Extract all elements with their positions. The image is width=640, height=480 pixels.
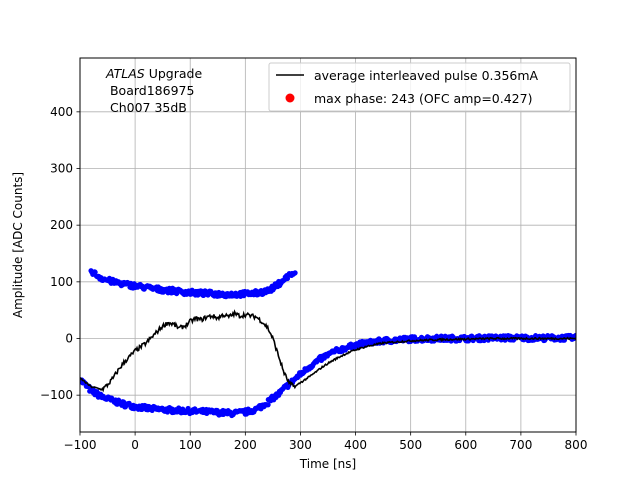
plot-clip-group (80, 268, 576, 419)
scatter-point (265, 402, 271, 408)
legend-swatch-marker (285, 93, 295, 103)
y-tick-label: 0 (65, 332, 73, 346)
y-tick-label: 400 (50, 105, 73, 119)
scatter-branch (88, 268, 298, 300)
x-tick-label: −100 (64, 438, 97, 452)
legend-box (268, 62, 571, 112)
y-tick-label: 200 (50, 218, 73, 232)
y-tick-label: 300 (50, 162, 73, 176)
annotation-experiment-name: ATLAS (105, 66, 145, 81)
legend-label-line: average interleaved pulse 0.356mA (314, 68, 539, 83)
scatter-point (573, 332, 576, 339)
legend-label-marker: max phase: 243 (OFC amp=0.427) (314, 91, 532, 106)
x-tick-label: 700 (509, 438, 532, 452)
annotation-board: Board186975 (106, 83, 194, 98)
y-tick-label: 100 (50, 275, 73, 289)
x-tick-label: 500 (399, 438, 422, 452)
plot-area (80, 268, 576, 419)
y-axis-label: Amplitude [ADC Counts] (11, 172, 25, 318)
x-tick-label: 200 (234, 438, 257, 452)
scatter-point (292, 270, 298, 276)
scatter-branch (80, 332, 576, 419)
annotation-experiment: ATLAS Upgrade (105, 66, 202, 81)
scatter-point (92, 269, 98, 275)
y-tick-label: −100 (40, 388, 73, 402)
series-line (80, 309, 576, 393)
x-tick-label: 300 (289, 438, 312, 452)
x-tick-label: 800 (565, 438, 588, 452)
axes-frame (79, 57, 577, 433)
x-tick-label: 0 (131, 438, 139, 452)
x-tick-label: 600 (454, 438, 477, 452)
axis-ticks: −100 0 100 200 300 400 500 600 700 800 −100 0 100 200… (40, 105, 587, 452)
legend: average interleaved pulse 0.356mA max ph… (268, 62, 571, 112)
x-axis-label: Time [ns] (299, 457, 356, 471)
x-tick-label: 100 (179, 438, 202, 452)
grid (79, 58, 577, 432)
annotation: ATLAS Upgrade Board186975 Ch007 35dB (105, 66, 202, 115)
x-tick-label: 400 (344, 438, 367, 452)
annotation-experiment-suffix: Upgrade (145, 66, 203, 81)
annotation-channel: Ch007 35dB (106, 100, 187, 115)
